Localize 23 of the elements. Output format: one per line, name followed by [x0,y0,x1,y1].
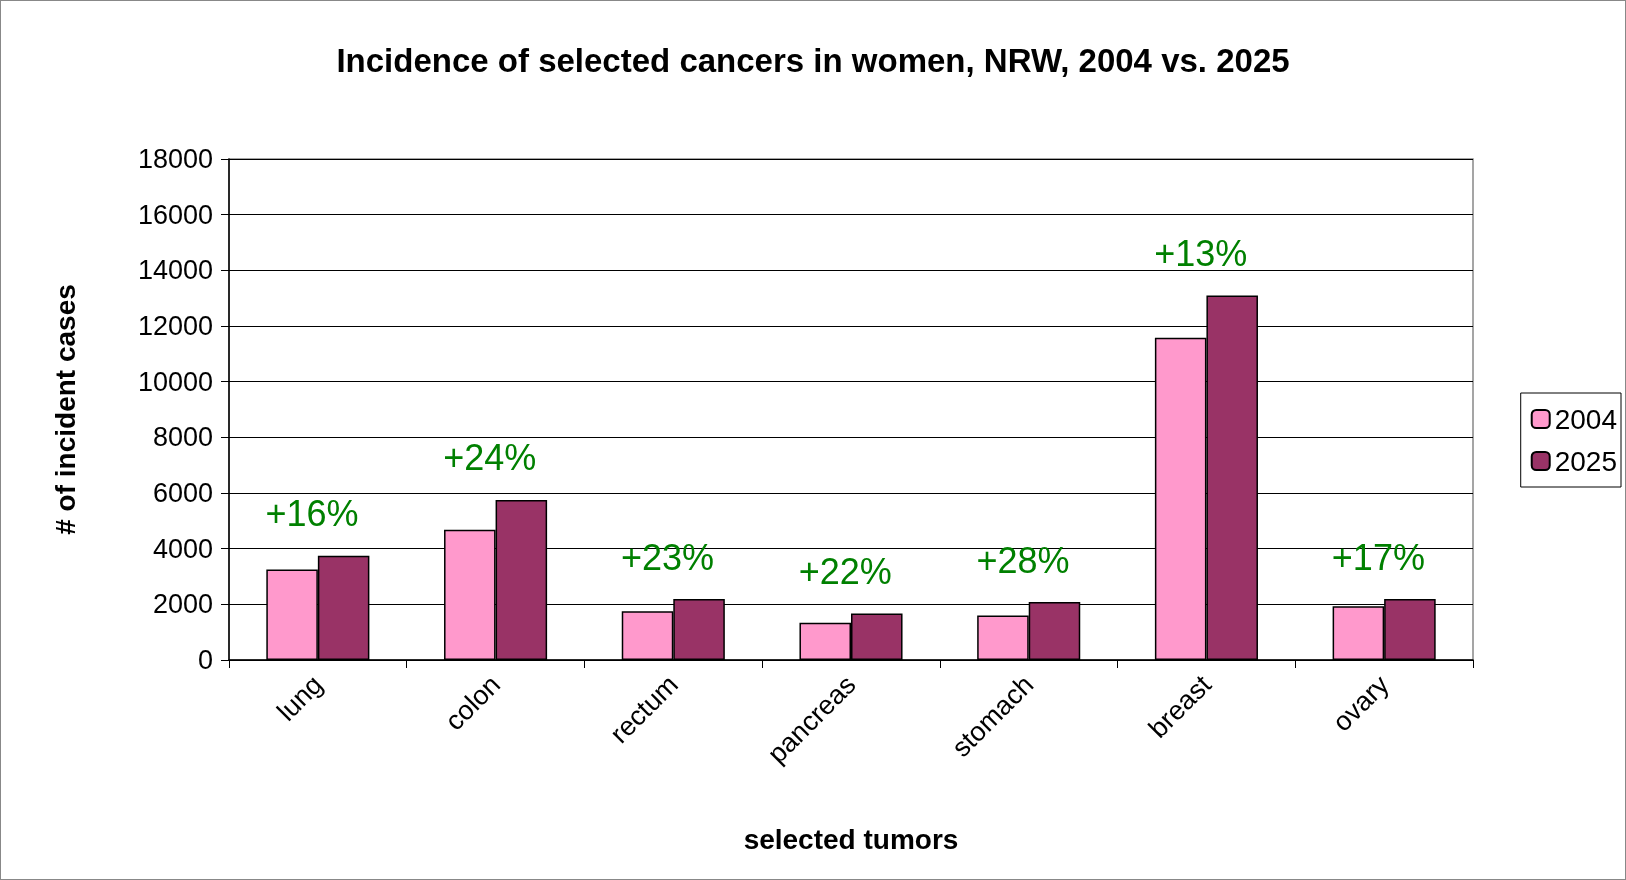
annotation: +16% [265,493,359,535]
annotation: +13% [1154,232,1248,274]
x-tick-label: lung [271,669,329,727]
y-tick-label: 10000 [137,366,213,397]
x-axis-title: selected tumors [743,823,959,855]
annotation: +17% [1331,536,1425,578]
y-tick-label: 14000 [137,255,213,286]
annotation: +22% [798,551,892,593]
y-tick-label: 12000 [137,311,213,341]
y-tick-label: 8000 [152,422,213,453]
annotation: +23% [620,536,715,578]
annotation: +24% [443,437,537,479]
legend-label: 2025 [1554,445,1618,477]
y-tick-label: 2000 [152,589,213,620]
y-tick-label: 0 [197,645,213,675]
chart-title: Incidence of selected cancers in women, NRW, 2004 vs. 2025 [336,42,1290,79]
legend-label: 2004 [1554,403,1618,435]
y-axis-title: # of incident cases [49,284,81,535]
y-tick-label: 18000 [137,144,213,174]
y-tick-label: 6000 [152,478,213,508]
y-tick-label: 16000 [137,199,213,230]
annotation: +28% [976,539,1070,581]
y-tick-label: 4000 [152,533,213,564]
